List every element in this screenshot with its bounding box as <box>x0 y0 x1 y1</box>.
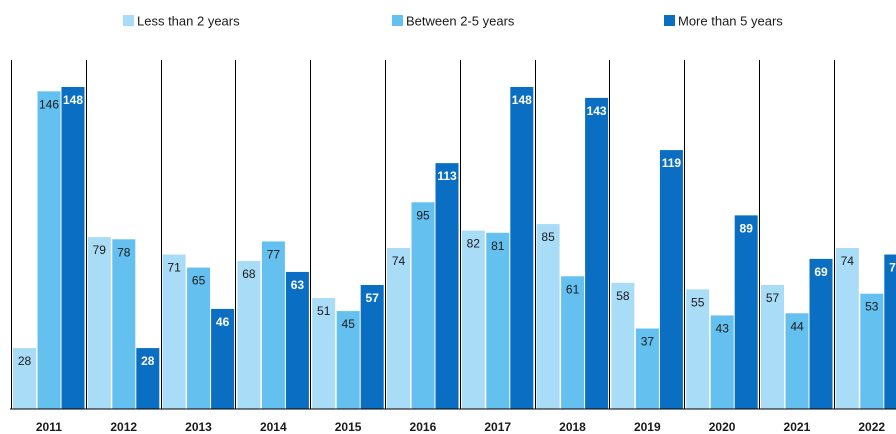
bar <box>635 328 659 409</box>
bar <box>710 315 734 409</box>
bar <box>734 215 758 409</box>
data-label: 46 <box>216 315 230 329</box>
category-dividers <box>11 60 835 409</box>
x-tick-label: 2015 <box>335 420 362 434</box>
data-label: 57 <box>766 291 780 305</box>
bar <box>261 241 285 409</box>
data-label: 51 <box>317 304 331 318</box>
bar <box>435 163 459 409</box>
legend-swatch-3 <box>664 15 675 26</box>
bar <box>13 348 36 409</box>
data-label: 37 <box>641 335 655 349</box>
bar <box>37 91 61 409</box>
bar <box>835 248 859 409</box>
data-label: 71 <box>889 261 896 275</box>
data-label: 119 <box>662 156 682 170</box>
bar <box>585 97 609 409</box>
legend-label-2: Between 2-5 years <box>406 14 515 29</box>
data-label: 65 <box>192 274 206 288</box>
data-label: 148 <box>512 93 532 107</box>
x-tick-label: 2017 <box>484 420 511 434</box>
data-label: 148 <box>63 93 83 107</box>
bar <box>312 298 336 409</box>
data-label: 74 <box>841 254 855 268</box>
bar <box>411 202 435 409</box>
data-label: 79 <box>93 243 107 257</box>
data-label: 78 <box>117 245 131 259</box>
bar <box>659 150 683 409</box>
bar <box>187 267 211 409</box>
bar <box>785 313 809 409</box>
data-label: 89 <box>740 221 754 235</box>
x-tick-label: 2019 <box>634 420 661 434</box>
bar <box>536 224 560 409</box>
data-label: 85 <box>541 230 555 244</box>
legend-label-1: Less than 2 years <box>137 14 240 29</box>
data-label: 28 <box>141 354 155 368</box>
x-tick-label: 2018 <box>559 420 586 434</box>
data-label: 43 <box>716 321 730 335</box>
data-label: 53 <box>865 300 879 314</box>
bar <box>860 293 884 409</box>
data-labels: 28 146 148 79 78 28 71 65 46 68 77 63 51 45 57 74 95 113 8… <box>18 93 896 368</box>
data-label: 69 <box>814 265 828 279</box>
bar <box>611 282 635 409</box>
bar <box>112 239 136 409</box>
data-label: 28 <box>18 354 32 368</box>
bar <box>87 237 111 409</box>
bars <box>13 87 896 409</box>
bar <box>686 289 710 409</box>
data-label: 45 <box>342 317 356 331</box>
bar <box>884 254 896 409</box>
legend-swatch-1 <box>123 15 134 26</box>
data-label: 68 <box>242 267 256 281</box>
data-label: 77 <box>267 247 281 261</box>
data-label: 44 <box>790 319 804 333</box>
data-label: 143 <box>587 104 607 118</box>
bar <box>285 271 309 409</box>
data-label: 55 <box>691 295 705 309</box>
x-tick-label: 2011 <box>36 420 62 434</box>
data-label: 146 <box>39 97 59 111</box>
data-label: 63 <box>291 278 305 292</box>
data-label: 113 <box>437 169 457 183</box>
data-label: 95 <box>416 208 430 222</box>
bar <box>211 308 235 409</box>
x-tick-label: 2020 <box>709 420 736 434</box>
data-label: 74 <box>392 254 406 268</box>
bar <box>387 248 410 409</box>
x-tick-label: 2014 <box>260 420 287 434</box>
bar <box>561 276 585 409</box>
data-label: 61 <box>566 282 580 296</box>
data-label: 71 <box>167 261 181 275</box>
bar <box>360 284 384 409</box>
bar <box>136 348 160 409</box>
data-label: 57 <box>366 291 380 305</box>
x-tick-label: 2021 <box>784 420 811 434</box>
bar <box>486 232 510 409</box>
x-tick-label: 2022 <box>858 420 885 434</box>
x-tick-label: 2012 <box>110 420 137 434</box>
bar <box>61 87 85 409</box>
bar <box>809 258 833 409</box>
data-label: 58 <box>616 289 630 303</box>
bar <box>461 230 485 409</box>
data-label: 81 <box>491 239 505 253</box>
x-tick-label: 2013 <box>185 420 212 434</box>
bar <box>237 261 261 409</box>
bar <box>510 87 534 409</box>
bar <box>162 254 186 409</box>
legend-label-3: More than 5 years <box>678 14 783 29</box>
legend-swatch-2 <box>392 15 403 26</box>
bar <box>761 284 784 409</box>
x-tick-label: 2016 <box>410 420 437 434</box>
bar <box>336 311 360 409</box>
legend: Less than 2 years Between 2-5 years More t… <box>123 14 783 29</box>
x-axis-ticks: 2011 2012 2013 2014 2015 2016 2017 2018 2019 2020… <box>36 420 885 434</box>
data-label: 82 <box>467 237 481 251</box>
